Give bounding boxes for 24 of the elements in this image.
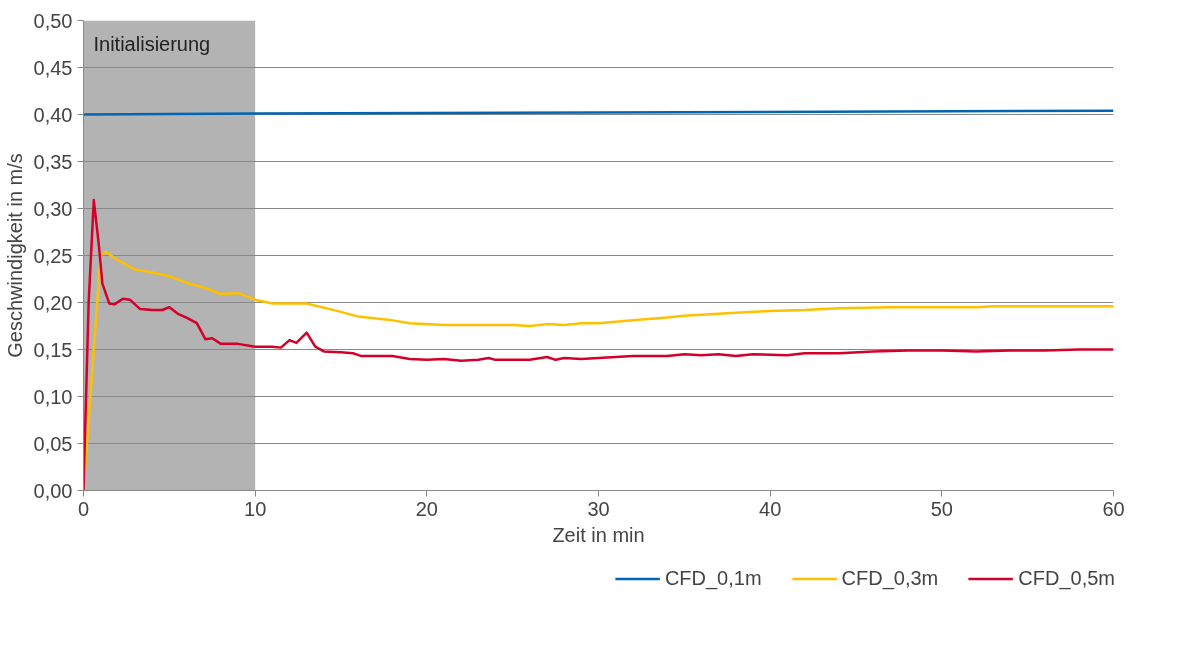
x-tick-label: 30 bbox=[587, 497, 610, 520]
y-tick-label: 0,45 bbox=[33, 56, 73, 79]
x-axis-title: Zeit in min bbox=[552, 523, 645, 546]
x-tick-label: 40 bbox=[759, 497, 782, 520]
x-tick-label: 50 bbox=[930, 497, 953, 520]
legend-label: CFD_0,3m bbox=[841, 566, 939, 590]
y-axis-title: Geschwindigkeit in m/s bbox=[3, 153, 26, 358]
y-tick-label: 0,40 bbox=[33, 103, 73, 126]
y-tick-label: 0,20 bbox=[33, 291, 73, 314]
x-tick-label: 0 bbox=[77, 497, 90, 520]
x-tick-label: 60 bbox=[1102, 497, 1125, 520]
y-tick-label: 0,50 bbox=[33, 9, 73, 32]
legend-label: CFD_0,5m bbox=[1018, 566, 1115, 590]
y-tick-label: 0,15 bbox=[33, 338, 73, 361]
y-tick-label: 0,30 bbox=[33, 197, 73, 220]
y-tick-label: 0,00 bbox=[33, 479, 73, 502]
legend-label: CFD_0,1m bbox=[664, 566, 762, 590]
x-tick-label: 10 bbox=[244, 497, 267, 520]
y-tick-label: 0,05 bbox=[33, 432, 73, 455]
y-tick-label: 0,25 bbox=[33, 244, 73, 267]
y-tick-label: 0,35 bbox=[33, 150, 73, 173]
y-tick-label: 0,10 bbox=[33, 385, 73, 408]
x-tick-label: 20 bbox=[415, 497, 438, 520]
band-label: Initialisierung bbox=[93, 32, 211, 55]
